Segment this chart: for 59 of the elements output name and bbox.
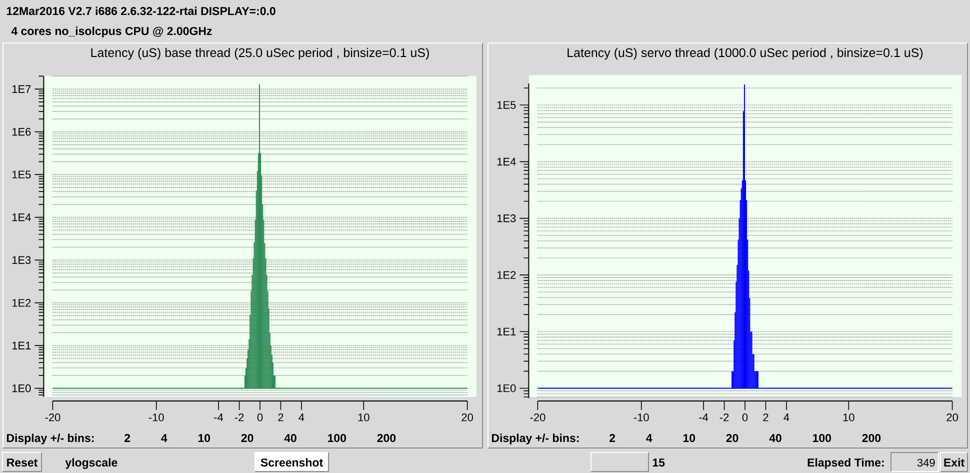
text: ylogscale <box>65 458 118 469</box>
y-tick-label: 1E6 <box>12 128 31 136</box>
text: 4 <box>646 434 652 442</box>
text: Screenshot <box>260 458 323 467</box>
y-tick-label: 1E3 <box>12 256 31 264</box>
text: 2 <box>610 434 616 442</box>
x-tick-label: 0 <box>257 413 263 422</box>
text: Elapsed Time: <box>808 458 884 469</box>
y-tick-label: 1E5 <box>497 101 516 109</box>
x-tick-label: -20 <box>530 414 546 422</box>
y-tick-label: 1E1 <box>12 342 31 350</box>
x-tick-label: 20 <box>946 414 958 422</box>
y-tick-label: 1E2 <box>12 298 31 307</box>
y-tick-label: 1E0 <box>497 384 516 392</box>
x-tick-label: -4 <box>699 413 708 422</box>
y-tick-label: 1E3 <box>497 214 516 222</box>
y-tick-label: 1E0 <box>12 384 31 392</box>
text: 200 <box>862 434 881 442</box>
x-tick-label: 10 <box>358 413 370 422</box>
text: 200 <box>377 434 396 442</box>
text: 349 <box>917 458 935 467</box>
text: 20 <box>726 434 738 442</box>
text: 100 <box>328 434 346 442</box>
y-tick-label: 1E2 <box>497 271 516 279</box>
x-tick-label: 10 <box>843 414 854 422</box>
x-tick-label: -20 <box>45 413 60 422</box>
text: Display +/- bins: <box>6 434 94 444</box>
text: 20 <box>241 434 254 442</box>
text: 15 <box>652 458 665 467</box>
x-tick-label: -2 <box>720 414 729 422</box>
x-tick-label: -4 <box>214 413 224 422</box>
text: Display +/- bins: <box>492 434 579 444</box>
text: 4 <box>161 434 168 442</box>
text: 4 cores no_isolcpus CPU @ 2.00GHz <box>11 26 212 38</box>
text: Reset <box>7 458 38 467</box>
x-tick-label: 2 <box>763 414 768 422</box>
chart-title: Latency (uS) base thread (25.0 uSec period , binsize=0.1 uS) <box>91 48 429 60</box>
y-tick-label: 1E7 <box>12 85 31 93</box>
x-tick-label: 4 <box>298 413 304 422</box>
x-tick-label: 4 <box>784 413 790 422</box>
x-tick-label: -10 <box>634 414 649 422</box>
x-tick-label: -2 <box>234 413 244 422</box>
text: 40 <box>284 434 296 442</box>
text: Exit <box>944 458 964 467</box>
text: 12Mar2016 V2.7 i686 2.6.32-122-rtai DISPLAY=:0.0 <box>6 6 276 16</box>
y-tick-label: 1E5 <box>12 170 31 178</box>
x-tick-label: -10 <box>148 413 164 422</box>
chart-title: Latency (uS) servo thread (1000.0 uSec period , binsize=0.1 uS) <box>568 48 923 60</box>
text: 40 <box>769 434 782 442</box>
text: 2 <box>124 434 130 442</box>
y-tick-label: 1E1 <box>497 328 516 336</box>
x-tick-label: 0 <box>742 414 748 422</box>
x-tick-label: 20 <box>462 413 473 422</box>
text: 100 <box>812 434 831 442</box>
y-tick-label: 1E4 <box>12 214 31 222</box>
text: 10 <box>683 434 696 442</box>
y-tick-label: 1E4 <box>497 158 516 166</box>
x-tick-label: 2 <box>278 413 284 422</box>
text: 10 <box>198 434 210 442</box>
